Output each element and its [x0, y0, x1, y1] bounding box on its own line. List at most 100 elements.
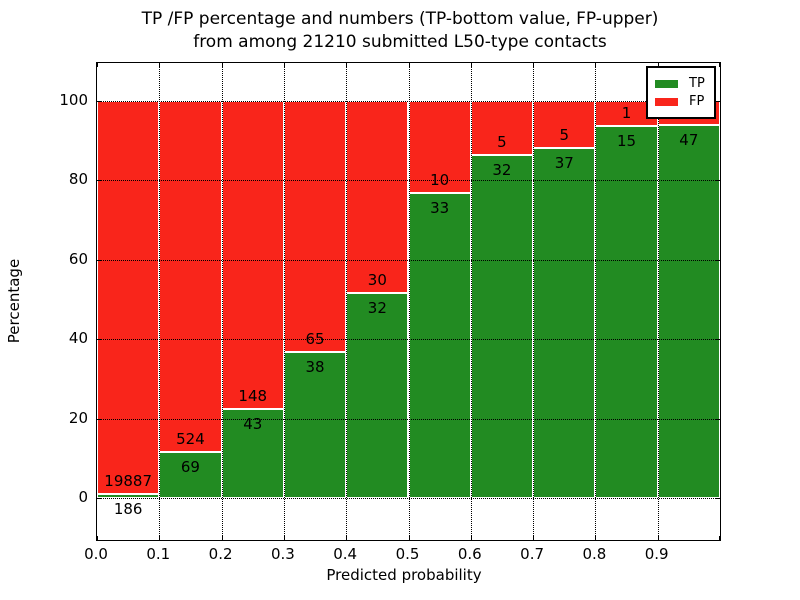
- x-tick-label: 0.1: [146, 545, 171, 563]
- bar-tp-segment: [533, 148, 596, 498]
- x-tick-mark: [595, 63, 597, 67]
- x-tick-mark: [221, 63, 223, 67]
- bar-tp-segment: [97, 494, 160, 498]
- bar-tp-segment: [470, 154, 534, 498]
- y-tick-mark: [97, 498, 101, 499]
- bar-fp-segment: [283, 101, 347, 352]
- y-tick-mark: [716, 339, 720, 341]
- bar-value-tp: 15: [617, 131, 637, 150]
- y-tick-mark: [97, 339, 101, 341]
- y-tick-mark: [97, 259, 101, 261]
- bar-tp-segment: [595, 125, 658, 498]
- bar-value-fp: 30: [367, 271, 387, 290]
- bar-value-fp: 148: [238, 386, 268, 405]
- fp-swatch-icon: [655, 97, 678, 106]
- x-axis-label: Predicted probability: [326, 566, 482, 584]
- bar-tp-segment: [657, 124, 720, 498]
- legend-label-tp: TP: [689, 76, 705, 91]
- y-tick-mark: [97, 418, 101, 420]
- x-tick-mark: [159, 536, 161, 540]
- x-tick-mark: [719, 536, 720, 540]
- bar-value-fp: 5: [497, 132, 507, 151]
- x-tick-mark: [159, 63, 161, 67]
- y-tick-mark: [716, 418, 720, 420]
- bar-value-fp: 524: [176, 429, 205, 448]
- bar-tp-segment: [408, 193, 471, 498]
- y-tick-label: 40: [68, 329, 88, 348]
- x-tick-mark: [533, 536, 535, 540]
- y-axis-label: Percentage: [5, 258, 23, 344]
- x-tick-mark: [408, 536, 410, 540]
- x-tick-mark: [283, 536, 285, 540]
- bar-value-tp: 43: [243, 414, 263, 433]
- y-tick-mark: [716, 498, 720, 499]
- y-tick-label: 0: [78, 488, 88, 506]
- x-tick-label: 0.8: [582, 545, 607, 563]
- bar-value-fp: 1: [621, 103, 632, 122]
- bar-fp-segment: [346, 101, 409, 294]
- x-gridline: [408, 63, 410, 540]
- x-gridline: [221, 63, 223, 540]
- x-tick-mark: [470, 536, 472, 540]
- x-gridline: [283, 63, 285, 540]
- bar-value-fp: 10: [430, 171, 450, 190]
- bar-value-fp: 5: [559, 126, 570, 145]
- bar-fp-segment: [408, 101, 471, 194]
- x-tick-mark: [97, 63, 98, 67]
- x-tick-mark: [97, 536, 98, 540]
- chart-title-line2: from among 21210 submitted L50-type cont…: [193, 32, 607, 52]
- bar-value-tp: 47: [679, 130, 699, 149]
- x-tick-mark: [719, 63, 720, 67]
- plot-area: 1988718652469148436538303210335325371153…: [96, 62, 721, 541]
- y-tick-mark: [716, 180, 720, 182]
- bar-value-tp: 32: [367, 299, 387, 318]
- bar-tp-segment: [346, 293, 409, 498]
- bar-tp-segment: [283, 351, 347, 498]
- x-tick-label: 0.2: [208, 545, 233, 563]
- chart-title-line1: TP /FP percentage and numbers (TP-bottom…: [141, 9, 659, 29]
- bar-fp-segment: [221, 101, 284, 409]
- x-tick-mark: [346, 536, 348, 540]
- legend-label-fp: FP: [689, 94, 705, 109]
- x-tick-label: 0.5: [395, 545, 420, 563]
- bar-fp-segment: [159, 101, 222, 452]
- bar-value-tp: 32: [492, 160, 512, 179]
- x-tick-mark: [595, 536, 597, 540]
- tp-swatch-icon: [655, 79, 678, 88]
- y-tick-label: 100: [59, 91, 88, 109]
- bar-value-tp: 38: [305, 357, 325, 376]
- bar-value-fp: 65: [305, 329, 325, 348]
- x-tick-mark: [533, 63, 535, 67]
- y-tick-label: 80: [68, 170, 88, 189]
- y-tick-mark: [716, 259, 720, 261]
- x-tick-label: 0.0: [84, 545, 108, 563]
- y-tick-mark: [97, 180, 101, 182]
- x-tick-mark: [221, 536, 223, 540]
- y-tick-mark: [716, 101, 720, 102]
- x-tick-mark: [657, 63, 659, 67]
- y-tick-label: 20: [68, 408, 88, 427]
- x-gridline: [533, 63, 535, 540]
- x-tick-mark: [346, 63, 348, 67]
- legend-row-tp: TP: [655, 76, 705, 91]
- x-tick-label: 0.4: [333, 545, 358, 563]
- x-tick-label: 0.6: [457, 545, 482, 563]
- bar-tp-segment: [159, 451, 222, 498]
- x-tick-mark: [470, 63, 472, 67]
- bar-value-tp: 33: [430, 199, 450, 218]
- bar-fp-segment: [97, 101, 160, 495]
- bar-value-tp: 69: [180, 457, 200, 476]
- x-gridline: [470, 63, 472, 540]
- x-tick-label: 0.3: [270, 545, 295, 563]
- x-gridline: [657, 63, 659, 540]
- y-tick-label: 60: [68, 249, 88, 268]
- legend: TP FP: [646, 66, 716, 119]
- x-tick-mark: [408, 63, 410, 67]
- x-tick-mark: [657, 536, 659, 540]
- y-tick-mark: [97, 101, 101, 102]
- bar-value-tp: 186: [113, 500, 143, 519]
- x-tick-mark: [283, 63, 285, 67]
- bar-value-fp: 19887: [104, 472, 152, 491]
- x-gridline: [159, 63, 161, 540]
